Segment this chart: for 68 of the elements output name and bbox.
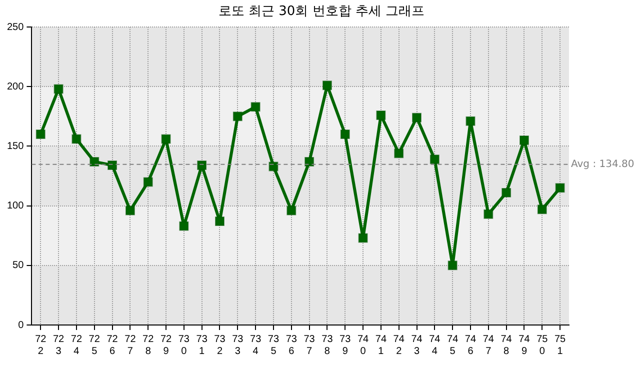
point <box>376 110 386 120</box>
y-tick-label: 100 <box>6 200 24 212</box>
x-tick-label: 742 <box>393 334 405 357</box>
x-tick-label: 726 <box>106 334 118 357</box>
point <box>322 80 332 90</box>
point <box>250 102 260 112</box>
x-tick-label: 747 <box>482 334 494 357</box>
point <box>36 130 46 140</box>
x-tick-label: 741 <box>375 334 387 357</box>
chart-title: 로또 최근 30회 번호합 추세 그래프 <box>217 3 426 20</box>
x-tick-label: 749 <box>518 334 530 357</box>
point <box>161 134 171 144</box>
x-tick-label: 732 <box>214 334 226 357</box>
x-tick-label: 737 <box>304 334 316 357</box>
x-tick-label: 746 <box>464 334 476 357</box>
point <box>412 112 422 122</box>
point <box>215 216 224 226</box>
point <box>54 84 64 94</box>
x-tick-label: 748 <box>500 334 512 357</box>
point <box>358 233 368 243</box>
x-tick-label: 740 <box>357 334 370 357</box>
point <box>394 148 404 158</box>
ref-line-label: Avg : 134.80 <box>571 158 634 170</box>
x-tick-label: 739 <box>340 334 352 357</box>
x-tick-label: 730 <box>178 334 190 357</box>
y-tick-label: 200 <box>6 81 24 92</box>
point <box>555 183 565 193</box>
point <box>430 154 440 164</box>
y-tick-label: 0 <box>18 320 24 331</box>
point <box>286 206 296 216</box>
x-tick-label: 731 <box>196 334 208 357</box>
x-tick-label: 729 <box>160 334 172 357</box>
point <box>197 160 207 170</box>
x-tick-label: 727 <box>124 334 136 357</box>
x-tick-label: 745 <box>447 334 459 357</box>
y-tick-label: 250 <box>6 22 24 33</box>
point <box>72 134 82 144</box>
x-tick-label: 725 <box>88 334 100 357</box>
x-tick-label: 723 <box>52 334 65 357</box>
point <box>502 188 512 198</box>
point <box>268 162 278 172</box>
x-tick-label: 736 <box>286 334 298 357</box>
point <box>537 204 547 214</box>
x-tick-label: 733 <box>232 334 244 357</box>
y-tick-label: 150 <box>6 140 24 152</box>
x-tick-label: 750 <box>536 334 548 357</box>
point <box>232 112 242 122</box>
x-tick-label: 728 <box>142 334 154 357</box>
x-tick-label: 735 <box>268 334 280 357</box>
x-tick-label: 743 <box>411 334 423 357</box>
point <box>340 130 350 140</box>
y-tick-label: 50 <box>12 260 24 272</box>
point <box>125 206 135 216</box>
point <box>108 160 118 170</box>
point <box>466 116 476 126</box>
x-tick-label: 734 <box>250 334 262 357</box>
point <box>484 209 494 219</box>
point <box>304 156 314 166</box>
point <box>519 136 529 145</box>
point <box>448 260 458 270</box>
point <box>143 177 153 187</box>
x-tick-label: 738 <box>322 334 334 357</box>
x-tick-label: 724 <box>70 334 82 357</box>
point <box>179 221 189 231</box>
x-tick-label: 722 <box>35 334 47 357</box>
x-tick-label: 751 <box>554 334 566 357</box>
point <box>90 156 100 166</box>
x-tick-label: 744 <box>429 334 441 357</box>
